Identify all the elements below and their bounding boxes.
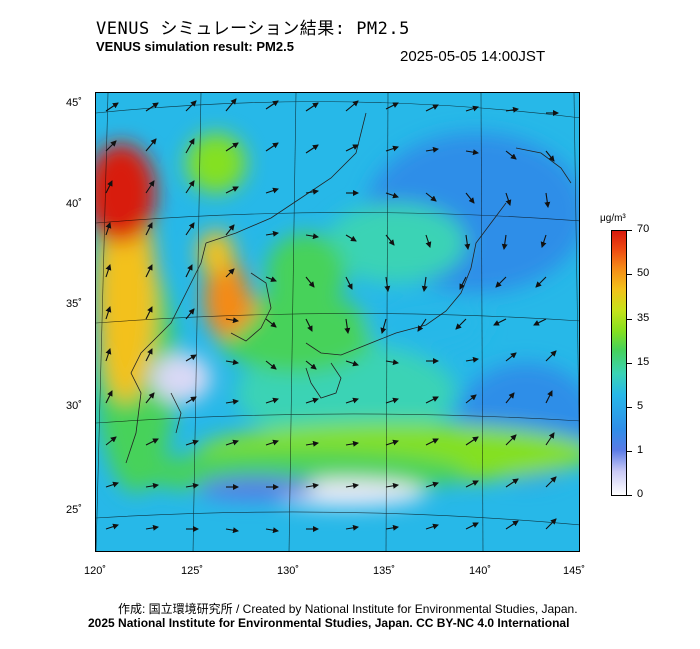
lon-tick-125: 125˚ xyxy=(181,565,204,577)
colorbar-tick xyxy=(627,274,632,275)
map-canvas xyxy=(96,93,579,551)
lat-tick-35: 35˚ xyxy=(66,298,82,310)
colorbar-unit: μg/m³ xyxy=(600,213,626,224)
title-japanese: VENUS シミュレーション結果: PM2.5 xyxy=(96,19,410,39)
wind-vector-arrows xyxy=(105,98,559,534)
pm25-map xyxy=(95,92,580,552)
colorbar-tick xyxy=(627,319,632,320)
colorbar-label-35: 35 xyxy=(637,312,650,324)
lon-tick-130: 130˚ xyxy=(277,565,300,577)
lon-tick-140: 140˚ xyxy=(469,565,492,577)
lon-tick-120: 120˚ xyxy=(84,565,107,577)
pm25-colorbar xyxy=(611,230,627,496)
lat-tick-45: 45˚ xyxy=(66,97,82,109)
colorbar-label-50: 50 xyxy=(637,267,650,279)
credit-line-1: 作成: 国立環境研究所 / Created by National Instit… xyxy=(118,602,578,616)
colorbar-label-1: 1 xyxy=(637,444,644,456)
colorbar-tick xyxy=(627,451,632,452)
colorbar-tick xyxy=(627,230,632,231)
colorbar-label-15: 15 xyxy=(637,356,650,368)
lat-tick-25: 25˚ xyxy=(66,504,82,516)
colorbar-label-5: 5 xyxy=(637,400,644,412)
lon-tick-135: 135˚ xyxy=(373,565,396,577)
forecast-timestamp: 2025-05-05 14:00JST xyxy=(400,48,546,65)
colorbar-tick xyxy=(627,363,632,364)
lat-tick-30: 30˚ xyxy=(66,400,82,412)
colorbar-label-0: 0 xyxy=(637,488,644,500)
colorbar-tick xyxy=(627,495,632,496)
lon-tick-145: 145˚ xyxy=(563,565,586,577)
colorbar-label-70: 70 xyxy=(637,223,650,235)
title-english: VENUS simulation result: PM2.5 xyxy=(96,39,294,54)
colorbar-tick xyxy=(627,407,632,408)
pm25-concentration-field xyxy=(96,93,579,551)
graticule xyxy=(96,93,579,551)
lat-tick-40: 40˚ xyxy=(66,198,82,210)
credit-line-2: 2025 National Institute for Environmenta… xyxy=(88,616,570,630)
